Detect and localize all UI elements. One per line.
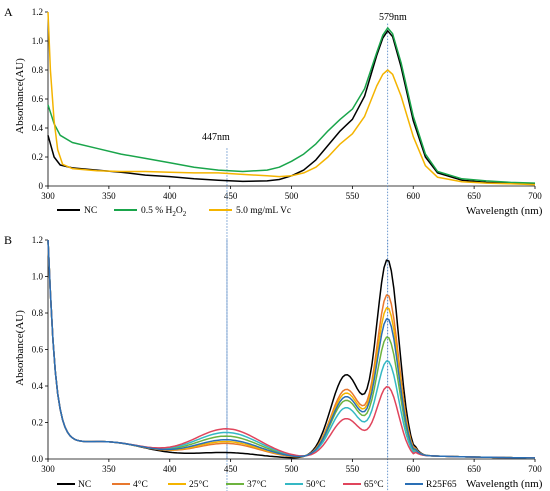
panel-b-label: B	[4, 233, 12, 247]
legend-label-vc: 5.0 mg/mL Vc	[236, 206, 291, 216]
series-line-50c	[47, 239, 535, 459]
y-tick-label: 0.4	[32, 123, 44, 133]
x-tick-label: 550	[346, 191, 360, 201]
panel-b-plot-area: 300 350 400 450 500 550 600 650 700 0.0 0.2 0.4 0.6 0…	[32, 235, 543, 474]
panel-a-plot-area: 300 350 400 450 500 550 600 650 700 0 0.2 0.4 0.6 0.8…	[32, 7, 542, 491]
x-tick-label: 300	[41, 464, 55, 474]
y-tick-label: 0.6	[32, 94, 44, 104]
panel-a-x-axis-label: Wavelength (nm)	[466, 205, 543, 217]
x-tick-label: 350	[102, 464, 116, 474]
y-tick-label: 0.4	[32, 381, 44, 391]
series-line-5-0-mg-ml-vc	[47, 11, 536, 186]
series-line-37c	[47, 239, 535, 459]
y-tick-label: 1.0	[32, 272, 44, 282]
x-tick-label: 400	[163, 191, 177, 201]
panel-a-label: A	[4, 5, 13, 19]
legend-h2o2-sub1: 2	[172, 210, 176, 218]
panel-a-y-axis-title: Absorbance(AU)	[14, 58, 26, 134]
panel-a-legend: NC 0.5 % H2O2 5.0 mg/mL Vc	[57, 206, 291, 218]
series-line-0-5-h2o2	[47, 27, 536, 184]
x-tick-label: 700	[528, 464, 542, 474]
annotation-579nm: 579nm	[379, 12, 407, 23]
x-tick-label: 700	[528, 191, 542, 201]
y-tick-label: 0.8	[32, 308, 44, 318]
x-tick-label: 650	[467, 464, 481, 474]
panel-a-annotations: 447nm 579nm	[202, 12, 407, 143]
panel-a-y-axis-label: Absorbance(AU)	[14, 58, 26, 134]
series-line-nc	[47, 239, 535, 459]
x-tick-label: 500	[285, 191, 299, 201]
y-tick-label: 0.6	[32, 345, 44, 355]
x-tick-label: 400	[163, 464, 177, 474]
y-tick-label: 1.0	[32, 36, 44, 46]
series-line-25c	[47, 239, 535, 459]
y-tick-label: 0.2	[32, 152, 43, 162]
panel-b-x-axis-label: Wavelength (nm)	[466, 478, 543, 490]
panel-b-y-axis-label: Absorbance(AU)	[14, 310, 26, 386]
x-tick-label: 550	[346, 464, 360, 474]
legend-label-50c: 50°C	[306, 479, 326, 490]
legend-h2o2-tail: O	[176, 206, 183, 216]
legend-label-37c: 37°C	[247, 479, 267, 490]
y-tick-label: 0.8	[32, 65, 44, 75]
x-tick-label: 600	[407, 191, 421, 201]
legend-h2o2-sub2: 2	[183, 210, 187, 218]
panel-b-legend: NC 4°C 25°C 37°C 50°C 65°C R25F65	[57, 479, 457, 490]
legend-label-4c: 4°C	[133, 479, 148, 490]
series-line-r25f65	[47, 239, 535, 459]
legend-label-nc: NC	[84, 206, 97, 216]
x-tick-label: 600	[407, 464, 421, 474]
series-line-nc	[47, 30, 536, 185]
annotation-447nm: 447nm	[202, 132, 230, 143]
legend-label-h2o2: 0.5 % H2O2	[141, 206, 187, 218]
x-tick-label: 450	[224, 464, 238, 474]
y-tick-label: 0	[39, 181, 44, 191]
x-tick-label: 450	[224, 191, 238, 201]
series-line-65c	[47, 239, 535, 459]
legend-label-65c: 65°C	[364, 479, 384, 490]
y-tick-label: 1.2	[32, 7, 43, 17]
x-tick-label: 350	[102, 191, 116, 201]
y-tick-label: 0.2	[32, 418, 43, 428]
legend-label-25c: 25°C	[189, 479, 209, 490]
y-tick-label: 1.2	[32, 235, 43, 245]
x-tick-label: 300	[41, 191, 55, 201]
legend-label-r25f65: R25F65	[426, 480, 457, 490]
series-line-4c	[47, 239, 535, 459]
x-tick-label: 650	[467, 191, 481, 201]
y-tick-label: 0.0	[32, 454, 44, 464]
panel-b: B Absorbance(AU) 300 350 400 450 500 550 600 65…	[4, 233, 543, 490]
x-tick-label: 500	[285, 464, 299, 474]
legend-label-nc: NC	[78, 480, 91, 490]
legend-h2o2-main: 0.5 % H	[141, 206, 173, 216]
panel-a: A Absorbance(AU) 300 350 400 450 500 550 600 65…	[4, 5, 543, 491]
